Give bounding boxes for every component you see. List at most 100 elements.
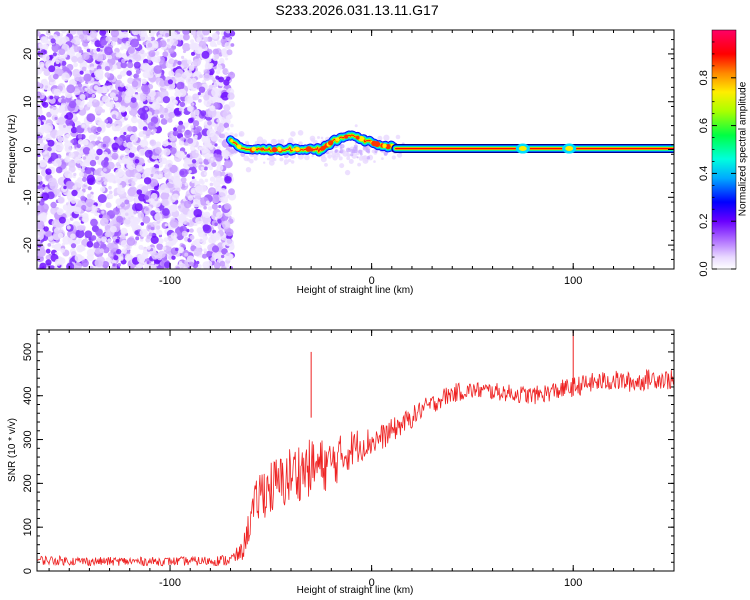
snr-y-label: SNR (10 * v/v) (7, 418, 18, 482)
snr-frame (36, 329, 675, 572)
noise-blob (73, 172, 77, 177)
noise-blob (154, 147, 162, 154)
x-tick-label: 100 (564, 577, 582, 589)
colorbar-bar (711, 29, 737, 270)
noise-blob (147, 71, 154, 79)
noise-blob (58, 257, 66, 265)
noise-blob (211, 245, 220, 253)
noise-blob (115, 238, 120, 243)
noise-blob (202, 30, 210, 36)
noise-blob (94, 211, 99, 216)
carrier-hotspot (355, 135, 360, 140)
noise-blob (154, 207, 160, 213)
sparse-noise (270, 155, 275, 160)
noise-blob (192, 120, 200, 127)
noise-blob (45, 30, 52, 36)
noise-blob (205, 200, 210, 205)
noise-blob (37, 30, 41, 37)
noise-blob (168, 70, 175, 77)
noise-blob (70, 198, 77, 204)
sparse-noise (359, 152, 363, 156)
noise-blob (134, 172, 142, 180)
noise-blob (173, 171, 181, 179)
noise-blob (153, 65, 163, 74)
noise-blob (187, 105, 193, 112)
noise-blob (99, 30, 107, 36)
noise-blob (157, 55, 161, 59)
noise-blob (154, 212, 163, 221)
noise-blob (134, 203, 143, 212)
noise-blob (216, 164, 224, 172)
noise-blob (201, 148, 211, 158)
y-tick-label: 10 (22, 96, 34, 108)
noise-blob (195, 150, 199, 154)
noise-blob (123, 125, 129, 131)
sparse-noise (245, 167, 252, 173)
sparse-noise (283, 159, 289, 165)
sparse-noise (320, 136, 324, 140)
noise-blob (202, 235, 208, 241)
sparse-noise (354, 147, 357, 150)
noise-blob (115, 161, 121, 167)
sparse-noise (346, 147, 351, 153)
noise-blob (102, 135, 111, 144)
noise-blob (108, 193, 114, 200)
noise-blob (104, 65, 110, 72)
noise-blob (184, 252, 189, 257)
noise-blob (81, 259, 89, 268)
noise-blob (42, 184, 46, 188)
noise-blob (125, 212, 129, 216)
noise-blob (107, 242, 114, 250)
noise-blob (37, 108, 42, 117)
noise-blob (166, 38, 170, 42)
noise-blob (86, 193, 92, 199)
noise-blob (53, 88, 61, 97)
noise-blob (178, 107, 183, 112)
noise-blob (120, 46, 124, 51)
noise-blob (184, 95, 193, 104)
noise-blob (139, 139, 149, 148)
noise-blob (110, 103, 115, 108)
noise-blob (37, 92, 42, 100)
noise-blob (56, 208, 64, 216)
noise-blob (175, 182, 179, 186)
noise-blob (204, 178, 209, 183)
y-tick-label: 0 (22, 568, 34, 574)
noise-blob (169, 31, 178, 40)
noise-blob (116, 215, 124, 223)
noise-blob (127, 77, 134, 84)
sparse-noise (377, 135, 383, 141)
noise-blob (183, 71, 188, 76)
noise-blob (79, 94, 86, 100)
noise-blob (179, 101, 186, 108)
noise-blob (177, 30, 183, 33)
spectrogram-x-label: Height of straight line (km) (297, 285, 414, 296)
noise-blob (209, 166, 213, 171)
noise-blob (102, 143, 107, 148)
noise-blob (150, 229, 155, 234)
noise-blob (168, 58, 175, 65)
noise-blob (83, 73, 92, 82)
noise-blob (46, 230, 52, 237)
noise-blob (224, 42, 232, 50)
colorbar-tick-label: 0.0 (698, 261, 710, 276)
noise-blob (142, 78, 146, 83)
noise-blob (213, 81, 219, 87)
noise-blob (37, 137, 44, 144)
noise-blob (61, 127, 69, 134)
noise-blob (110, 41, 116, 46)
noise-blob (165, 241, 170, 246)
noise-blob (66, 225, 71, 230)
noise-blob (109, 225, 117, 233)
noise-blob (54, 116, 58, 120)
noise-blob (140, 222, 145, 226)
noise-blob (43, 209, 48, 213)
noise-blob (57, 232, 64, 239)
noise-blob (89, 63, 94, 68)
noise-blob (138, 193, 146, 202)
noise-blob (115, 168, 124, 178)
noise-blob (52, 73, 59, 80)
noise-blob (193, 58, 201, 67)
y-tick-label: 500 (22, 343, 34, 361)
noise-blob (180, 136, 185, 142)
